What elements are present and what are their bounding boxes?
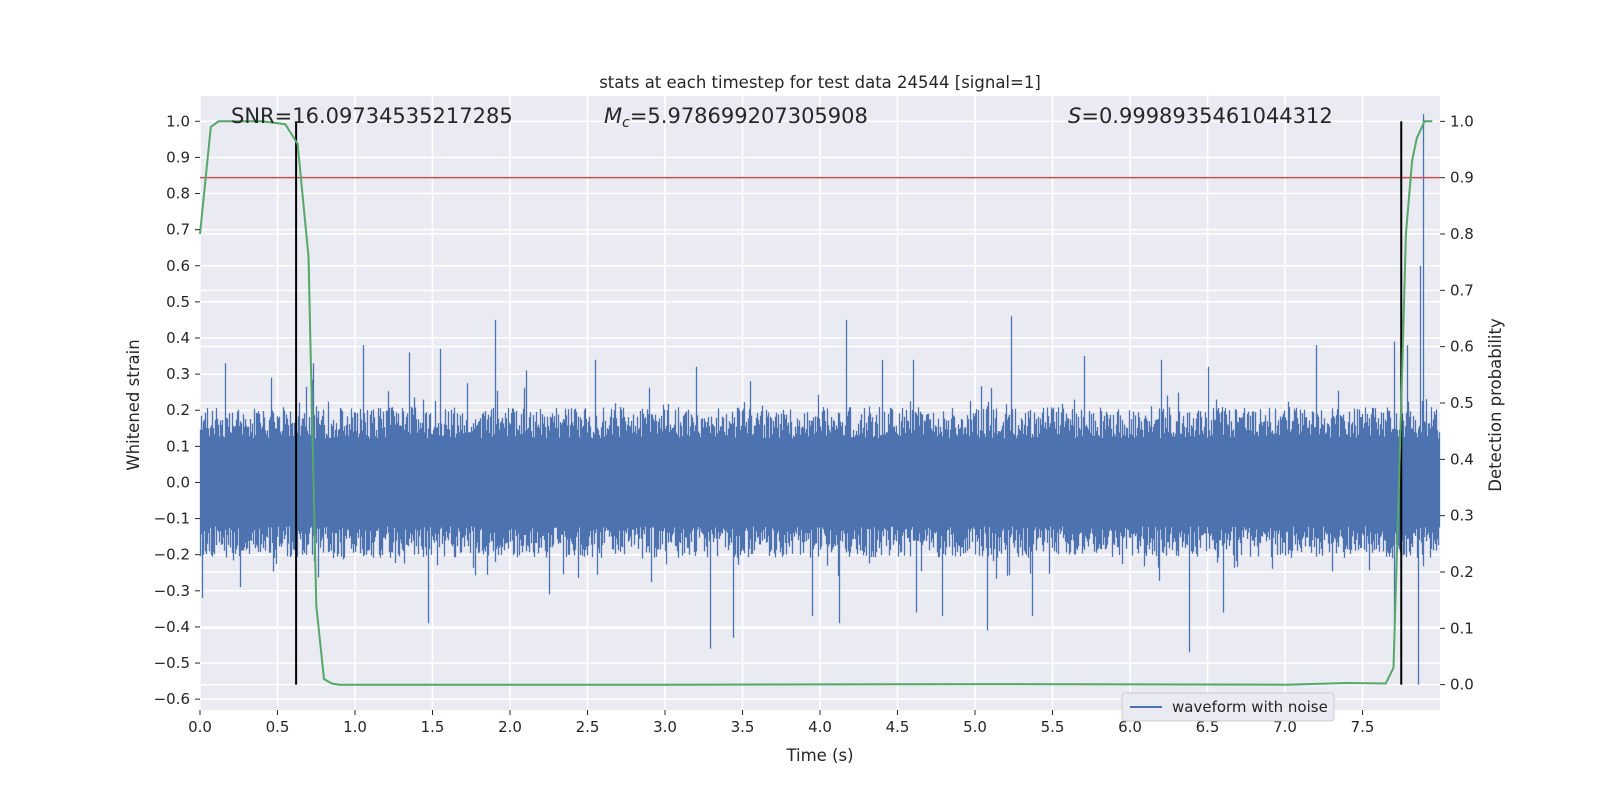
x-tick-label: 0.0 [188, 718, 212, 736]
legend-box [1121, 692, 1335, 722]
y2-tick-label: 0.0 [1450, 676, 1474, 694]
x-tick-label: 7.5 [1351, 718, 1375, 736]
x-tick-label: 1.5 [421, 718, 445, 736]
y2-tick-label: 0.3 [1450, 507, 1474, 525]
x-tick-label: 3.5 [731, 718, 755, 736]
waveform-series [199, 114, 1441, 685]
y-tick-label: 1.0 [166, 112, 190, 130]
chirp-mass-subscript: c [622, 115, 630, 131]
y-tick-label: −0.2 [154, 546, 190, 564]
y2-tick-label: 0.9 [1450, 169, 1474, 187]
y-tick-label: 0.0 [166, 473, 190, 491]
x-tick-label: 4.5 [886, 718, 910, 736]
x-tick-label: 1.0 [343, 718, 367, 736]
x-tick-label: 3.0 [653, 718, 677, 736]
y2-tick-label: 0.6 [1450, 338, 1474, 356]
y-axis-label: Whitened strain [124, 339, 143, 470]
snr-annotation: SNR=16.09734535217285 [231, 104, 513, 128]
x-tick-label: 6.0 [1118, 718, 1142, 736]
chirp-mass-annotation: Mc=5.978699207305908 [604, 104, 868, 131]
y2-tick-label: 0.7 [1450, 281, 1474, 299]
y2-axis-label: Detection probability [1486, 318, 1505, 492]
s-symbol: S [1068, 104, 1081, 128]
y-tick-label: 0.1 [166, 437, 190, 455]
y2-tick-label: 0.1 [1450, 619, 1474, 637]
detection-probability-line [199, 120, 1433, 686]
waveform-core [200, 438, 1440, 527]
y2-tick-label: 1.0 [1450, 112, 1474, 130]
y-tick-label: 0.7 [166, 221, 190, 239]
chirp-mass-value: =5.978699207305908 [630, 104, 868, 128]
x-tick-label: 7.0 [1273, 718, 1297, 736]
x-tick-label: 5.5 [1041, 718, 1065, 736]
y-tick-label: 0.4 [166, 329, 190, 347]
y-tick-label: −0.1 [154, 510, 190, 528]
y-tick-label: 0.5 [166, 293, 190, 311]
legend-label-waveform: waveform with noise [1172, 698, 1328, 716]
axes: 0.0 0.5 1.0 1.5 2.0 2.5 3.0 3.5 4.0 4.5 5.0 5.5 6.0 6… [154, 112, 1474, 736]
y-tick-label: 0.6 [166, 257, 190, 275]
legend: waveform with noise [1121, 692, 1335, 722]
y-tick-label: −0.4 [154, 618, 190, 636]
y-tick-label: 0.3 [166, 365, 190, 383]
x-tick-label: 2.0 [498, 718, 522, 736]
y-tick-label: −0.3 [154, 582, 190, 600]
y2-tick-label: 0.4 [1450, 450, 1474, 468]
x-tick-label: 5.0 [963, 718, 987, 736]
s-value: =0.9998935461044312 [1081, 104, 1332, 128]
x-axis-label: Time (s) [785, 746, 853, 765]
y-tick-label: 0.2 [166, 401, 190, 419]
s-annotation: S=0.9998935461044312 [1068, 104, 1333, 128]
x-tick-label: 6.5 [1196, 718, 1220, 736]
x-tick-label: 4.0 [808, 718, 832, 736]
y-tick-label: −0.6 [154, 690, 190, 708]
y-tick-label: −0.5 [154, 654, 190, 672]
y-tick-label: 0.8 [166, 185, 190, 203]
chart-title: stats at each timestep for test data 245… [599, 73, 1041, 92]
y-tick-label: 0.9 [166, 148, 190, 166]
chirp-mass-symbol: M [604, 104, 622, 128]
x-tick-label: 2.5 [576, 718, 600, 736]
y2-tick-label: 0.2 [1450, 563, 1474, 581]
overlay-lines [199, 120, 1440, 686]
y2-tick-label: 0.8 [1450, 225, 1474, 243]
y2-tick-label: 0.5 [1450, 394, 1474, 412]
x-tick-label: 0.5 [266, 718, 290, 736]
